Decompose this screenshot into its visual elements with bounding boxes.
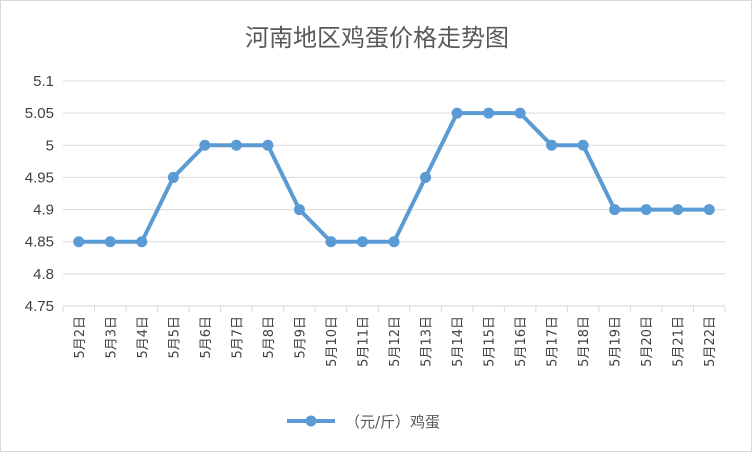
data-point [73, 236, 85, 248]
y-tick-label: 4.95 [25, 169, 54, 186]
x-tick-label: 5月11日 [356, 316, 371, 367]
data-point [420, 171, 432, 183]
x-tick-label: 5月6日 [199, 316, 214, 359]
x-tick-label: 5月22日 [703, 316, 718, 367]
y-tick-label: 4.85 [25, 234, 54, 251]
x-tick-label: 5月19日 [609, 316, 624, 367]
legend-point-marker [305, 415, 317, 427]
data-point [514, 107, 526, 119]
x-tick-label: 5月2日 [73, 316, 88, 359]
data-point [136, 236, 148, 248]
data-point [388, 236, 400, 248]
x-tick-label: 5月21日 [672, 316, 687, 367]
data-point [451, 107, 463, 119]
x-tick-label: 5月8日 [262, 316, 277, 359]
data-point [672, 204, 684, 216]
x-axis: 5月2日 5月3日 5月4日 5月5日 5月6日 5月7日 5月8日 5月9日 5月10日 5月1… [62, 306, 726, 367]
x-tick-label: 5月5日 [167, 316, 182, 359]
x-tick-label: 5月12日 [388, 316, 403, 367]
series-layer [73, 107, 715, 248]
y-tick-label: 4.8 [33, 266, 54, 283]
y-tick-label: 5.05 [25, 105, 54, 122]
data-point [262, 139, 274, 151]
x-tick-label: 5月20日 [640, 316, 655, 367]
y-tick-label: 4.75 [25, 298, 54, 315]
data-point [546, 139, 558, 151]
legend: （元/斤）鸡蛋 [287, 413, 440, 431]
data-point [356, 236, 368, 248]
data-point [325, 236, 337, 248]
x-tick-label: 5月10日 [325, 316, 340, 367]
data-point [640, 204, 652, 216]
data-point [609, 204, 621, 216]
x-tick-label: 5月13日 [420, 316, 435, 367]
data-point [293, 204, 305, 216]
data-point [483, 107, 495, 119]
x-tick-label: 5月14日 [451, 316, 466, 367]
y-tick-label: 4.9 [33, 202, 54, 219]
y-axis: 4.75 4.8 4.85 4.9 4.95 5 5.05 5.1 [25, 73, 54, 315]
y-tick-label: 5.1 [33, 73, 54, 90]
data-point [577, 139, 589, 151]
x-tick-label: 5月9日 [293, 316, 308, 359]
data-point [703, 204, 715, 216]
gridlines [63, 80, 725, 307]
x-tick-label: 5月3日 [104, 316, 119, 359]
x-tick-label: 5月4日 [136, 316, 151, 359]
x-tick-label: 5月15日 [483, 316, 498, 367]
x-tick-label: 5月18日 [577, 316, 592, 367]
data-point [167, 171, 179, 183]
legend-label: （元/斤）鸡蛋 [345, 413, 440, 431]
x-tick-label: 5月16日 [514, 316, 529, 367]
chart-title: 河南地区鸡蛋价格走势图 [245, 24, 509, 52]
data-point [230, 139, 242, 151]
x-tick-label: 5月7日 [230, 316, 245, 359]
y-tick-label: 5 [46, 137, 54, 154]
data-point [199, 139, 211, 151]
x-tick-label: 5月17日 [546, 316, 561, 367]
data-point [104, 236, 116, 248]
